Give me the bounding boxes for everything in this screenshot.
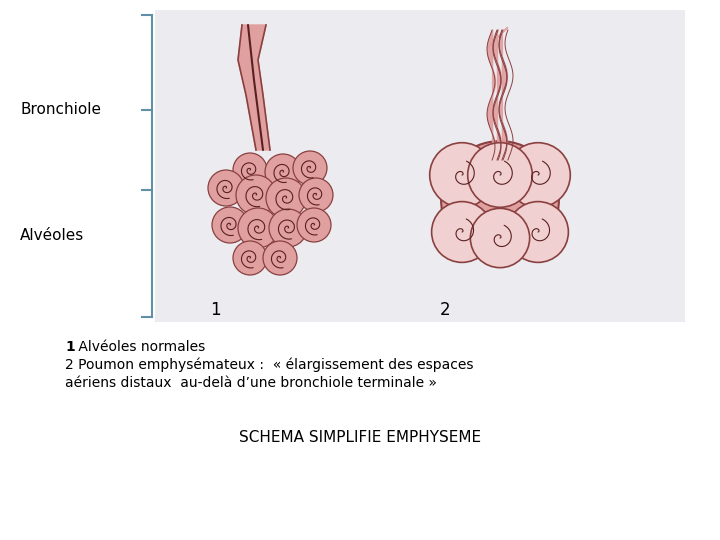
Text: 1: 1 [210,301,220,319]
Text: 1: 1 [65,340,75,354]
Circle shape [269,209,307,247]
Circle shape [441,141,559,259]
Circle shape [470,208,530,268]
Circle shape [238,208,278,248]
Text: Bronchiole: Bronchiole [20,103,101,118]
Text: 2 Poumon emphysémateux :  « élargissement des espaces: 2 Poumon emphysémateux : « élargissement… [65,358,474,373]
Circle shape [430,143,495,207]
Circle shape [233,153,267,187]
Circle shape [208,170,244,206]
Circle shape [505,143,570,207]
Polygon shape [238,25,270,150]
Text: SCHEMA SIMPLIFIE EMPHYSEME: SCHEMA SIMPLIFIE EMPHYSEME [239,430,481,445]
Circle shape [293,151,327,185]
Text: Alvéoles: Alvéoles [20,227,84,242]
FancyBboxPatch shape [155,10,685,322]
Circle shape [468,143,532,207]
Text: Alvéoles normales: Alvéoles normales [74,340,205,354]
Circle shape [299,178,333,212]
Circle shape [508,201,568,262]
Circle shape [212,207,248,243]
Circle shape [263,241,297,275]
Circle shape [265,154,301,190]
Circle shape [297,208,331,242]
Circle shape [233,241,267,275]
Circle shape [236,175,276,215]
Circle shape [431,201,492,262]
Circle shape [266,178,306,218]
Text: aériens distaux  au-delà d’une bronchiole terminale »: aériens distaux au-delà d’une bronchiole… [65,376,437,390]
Text: 2: 2 [440,301,450,319]
